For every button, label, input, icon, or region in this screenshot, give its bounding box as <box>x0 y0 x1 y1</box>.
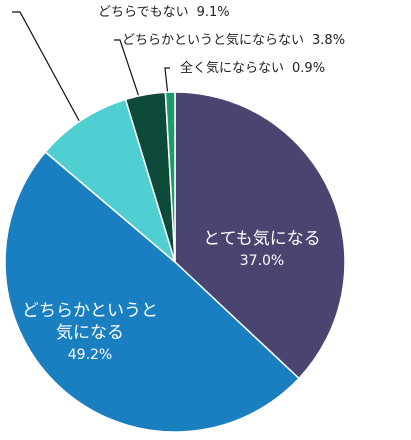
value-label: 0.9% <box>292 61 325 76</box>
slice-label: とても気になる 37.0% <box>192 228 332 272</box>
category-label: 全く気にならない <box>180 60 284 76</box>
pie-slice <box>4 150 300 433</box>
category-label: どちらかというと気にならない <box>122 32 304 48</box>
pie-slice <box>164 91 176 263</box>
category-label: どちらかというと気になる <box>22 301 158 343</box>
pie-slice <box>174 91 346 380</box>
value-label: 9.1% <box>197 5 230 20</box>
slice-label: どちらでもない 9.1% <box>98 5 230 20</box>
slice-label: どちらかというと気になる 49.2% <box>22 300 158 366</box>
pie-slice <box>44 98 177 265</box>
value-label: 3.8% <box>312 33 345 48</box>
leader-line <box>114 39 146 116</box>
value-label: 49.2% <box>67 347 113 363</box>
category-label: どちらでもない <box>98 5 189 20</box>
category-label: とても気になる <box>203 229 321 249</box>
slice-label: 全く気にならない 0.9% <box>180 60 325 76</box>
leader-line <box>12 11 96 151</box>
value-label: 37.0% <box>239 253 285 269</box>
slice-label: どちらかというと気にならない 3.8% <box>122 32 345 48</box>
